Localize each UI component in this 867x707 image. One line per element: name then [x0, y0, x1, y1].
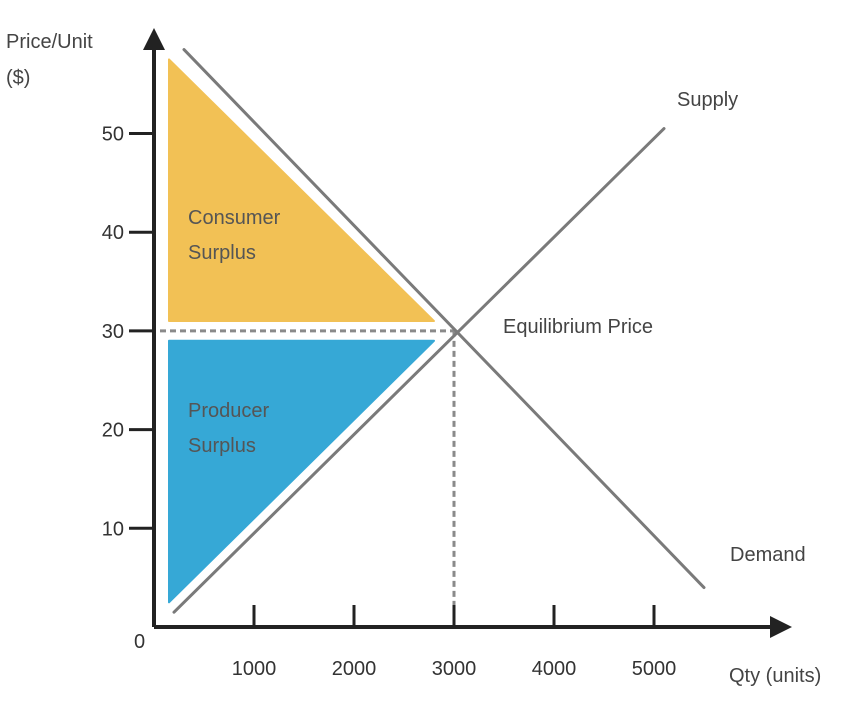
producer-surplus-label-line1: Producer: [188, 400, 269, 422]
equilibrium-guides: [160, 329, 456, 613]
surplus-regions: [168, 58, 435, 604]
y-axis-title-line2: ($): [6, 67, 30, 89]
x-tick-label-1000: 1000: [232, 658, 277, 680]
curves: [172, 48, 706, 614]
y-tick-label-10: 10: [102, 518, 124, 540]
consumer-surplus-region: [168, 58, 435, 323]
axes: [143, 28, 792, 638]
x-tick-label-5000: 5000: [632, 658, 677, 680]
producer-surplus-region: [168, 339, 435, 604]
consumer-surplus-label-line2: Surplus: [188, 242, 256, 264]
y-tick-label-30: 30: [102, 321, 124, 343]
demand-curve: [182, 48, 706, 590]
producer-surplus-label-line2: Surplus: [188, 435, 256, 457]
y-tick-label-50: 50: [102, 124, 124, 146]
y-tick-label-20: 20: [102, 420, 124, 442]
ticks: 10 20 30 40 50 1000 2000 3000 4000 5000: [102, 124, 677, 681]
consumer-surplus-label-line1: Consumer: [188, 207, 281, 229]
y-tick-label-40: 40: [102, 222, 124, 244]
x-tick-label-4000: 4000: [532, 658, 577, 680]
x-axis-arrow: [770, 616, 792, 638]
x-tick-label-2000: 2000: [332, 658, 377, 680]
equilibrium-label: Equilibrium Price: [503, 316, 653, 338]
labels: Price/Unit ($) Qty (units) 0 Supply Dema…: [6, 31, 821, 687]
x-tick-label-3000: 3000: [432, 658, 477, 680]
supply-curve: [172, 127, 666, 614]
demand-label: Demand: [730, 544, 806, 566]
x-axis-title: Qty (units): [729, 665, 821, 687]
origin-label: 0: [134, 631, 145, 653]
y-axis-arrow: [143, 28, 165, 50]
supply-label: Supply: [677, 89, 738, 111]
y-axis-title-line1: Price/Unit: [6, 31, 93, 53]
